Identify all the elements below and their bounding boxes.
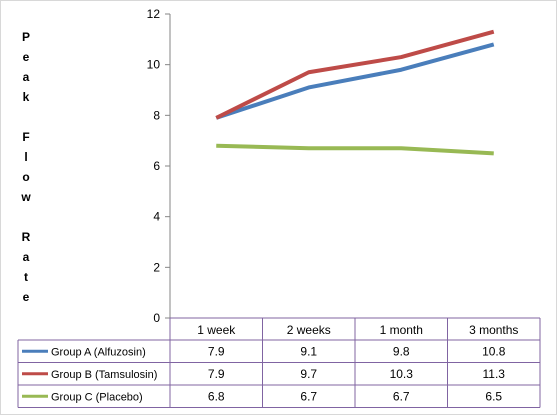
y-tick-label: 8 xyxy=(153,108,160,122)
series-line xyxy=(216,143,494,156)
data-table-cell: 11.3 xyxy=(483,367,506,381)
legend-series-name: Group C (Placebo) xyxy=(51,391,143,403)
x-category-label: 2 weeks xyxy=(287,323,331,337)
x-category-label: 1 week xyxy=(197,323,236,337)
data-table-cell: 7.9 xyxy=(208,367,225,381)
data-table-cell: 6.7 xyxy=(393,389,410,403)
x-category-label: 1 month xyxy=(380,323,423,337)
y-tick-label: 10 xyxy=(147,58,161,72)
y-axis-title-letter: k xyxy=(22,90,30,104)
data-table-cell: 9.8 xyxy=(393,344,410,358)
y-tick-label: 2 xyxy=(153,260,160,274)
y-tick-label: 4 xyxy=(153,210,160,224)
x-category-label: 3 months xyxy=(469,323,518,337)
legend-series-name: Group B (Tamsulosin) xyxy=(51,369,157,381)
data-table-cell: 10.3 xyxy=(390,367,414,381)
y-axis-title-letter: e xyxy=(22,290,30,304)
y-tick-label: 0 xyxy=(153,311,160,325)
y-axis-title-letter: o xyxy=(22,170,30,184)
series-line xyxy=(215,42,495,120)
y-axis-title-letter: l xyxy=(24,150,28,164)
data-table-cell: 7.9 xyxy=(208,344,225,358)
y-axis-title-letter: e xyxy=(22,50,30,64)
y-axis-title-letter: R xyxy=(21,230,31,244)
y-axis-title-letter: a xyxy=(22,250,30,264)
y-tick-label: 6 xyxy=(153,159,160,173)
data-table-cell: 6.8 xyxy=(208,389,225,403)
y-axis-title-letter: P xyxy=(21,30,30,44)
y-axis-title-letter: F xyxy=(22,130,30,144)
data-table-cell: 9.1 xyxy=(300,344,317,358)
legend-series-name: Group A (Alfuzosin) xyxy=(51,346,146,358)
data-table-cell: 9.7 xyxy=(300,367,317,381)
data-table-cell: 6.5 xyxy=(485,389,502,403)
series-line xyxy=(215,29,495,120)
y-tick-label: 12 xyxy=(147,7,161,21)
y-axis-title-letter: w xyxy=(21,190,31,204)
y-axis-title-letter: a xyxy=(22,70,30,84)
data-table-cell: 6.7 xyxy=(300,389,317,403)
y-axis-title-letter: t xyxy=(24,270,28,284)
data-table-cell: 10.8 xyxy=(482,344,506,358)
